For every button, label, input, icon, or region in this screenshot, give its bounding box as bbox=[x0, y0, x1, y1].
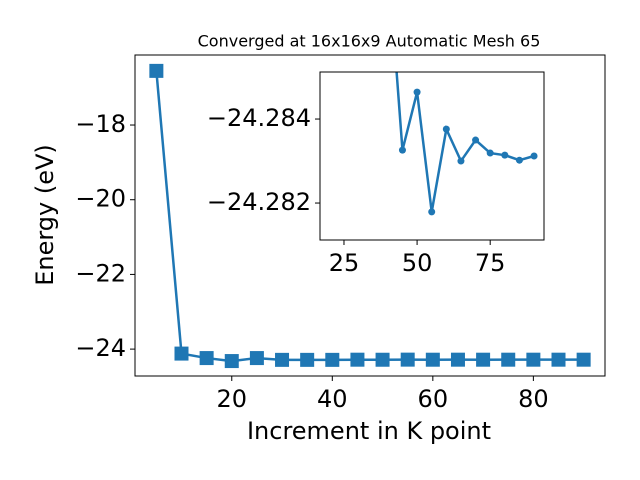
x-tick-label: 60 bbox=[418, 385, 449, 413]
marker bbox=[576, 352, 591, 367]
marker bbox=[325, 352, 340, 367]
marker bbox=[275, 352, 290, 367]
marker bbox=[526, 352, 541, 367]
marker bbox=[199, 351, 214, 366]
marker bbox=[428, 208, 436, 216]
y-tick-label: −24 bbox=[75, 334, 126, 362]
marker bbox=[472, 136, 480, 144]
marker bbox=[398, 146, 406, 154]
x-tick-label: 50 bbox=[402, 249, 433, 277]
marker bbox=[425, 352, 440, 367]
marker bbox=[375, 352, 390, 367]
y-tick-label: −24.282 bbox=[207, 188, 311, 216]
marker bbox=[400, 352, 415, 367]
x-tick-label: 75 bbox=[475, 249, 506, 277]
y-tick-label: −24.284 bbox=[207, 104, 311, 132]
marker bbox=[350, 352, 365, 367]
marker bbox=[413, 88, 421, 96]
axes-frame bbox=[319, 71, 545, 241]
marker bbox=[149, 63, 164, 78]
chart-title: Converged at 16x16x9 Automatic Mesh 65 bbox=[198, 32, 541, 51]
marker bbox=[501, 151, 509, 159]
y-axis-label: Energy (eV) bbox=[31, 144, 59, 286]
plot-content bbox=[149, 63, 591, 369]
marker bbox=[515, 156, 523, 164]
marker bbox=[457, 157, 465, 165]
marker bbox=[249, 351, 264, 366]
x-tick-label: 80 bbox=[518, 385, 549, 413]
plot-content bbox=[395, 72, 538, 216]
y-tick-label: −18 bbox=[75, 110, 126, 138]
marker bbox=[486, 149, 494, 157]
marker bbox=[442, 125, 450, 133]
marker bbox=[450, 352, 465, 367]
x-tick-label: 25 bbox=[329, 249, 360, 277]
marker bbox=[224, 354, 239, 369]
x-tick-label: 20 bbox=[216, 385, 247, 413]
marker bbox=[501, 352, 516, 367]
marker bbox=[530, 152, 538, 160]
marker bbox=[476, 352, 491, 367]
y-tick-label: −22 bbox=[75, 259, 126, 287]
y-tick-label: −20 bbox=[75, 185, 126, 213]
x-axis-label: Increment in K point bbox=[247, 417, 491, 445]
x-tick-label: 40 bbox=[317, 385, 348, 413]
axes-frame bbox=[134, 54, 606, 377]
marker bbox=[174, 346, 189, 361]
marker bbox=[300, 352, 315, 367]
marker bbox=[551, 352, 566, 367]
